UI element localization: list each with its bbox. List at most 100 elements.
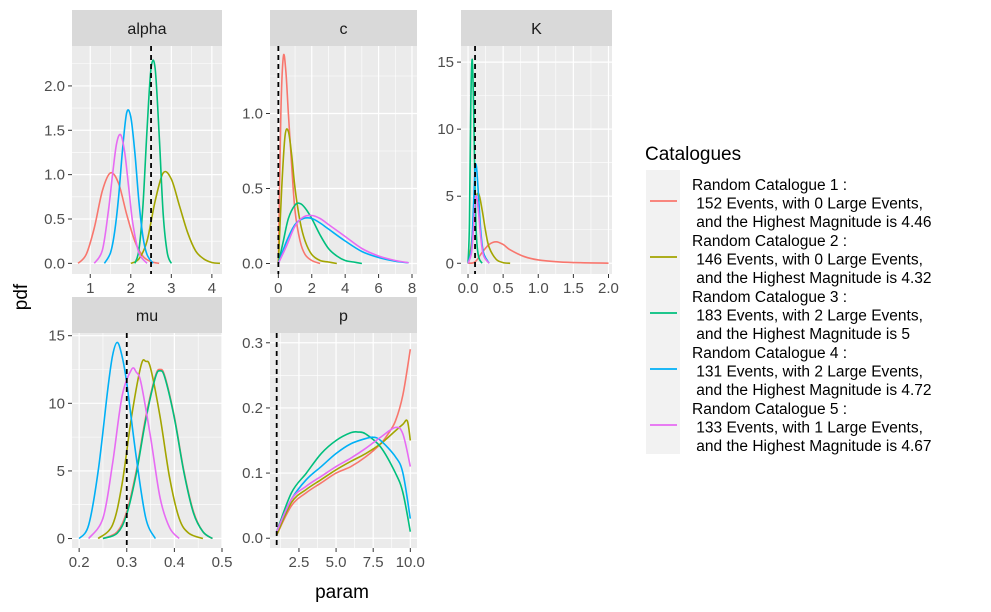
x-tick-label: 2.0 [598, 280, 619, 297]
x-tick-label: 0.5 [212, 554, 233, 571]
series-line-2 [97, 358, 204, 540]
series-line-1 [77, 171, 160, 265]
panel-background [461, 46, 612, 274]
panel-background [72, 333, 222, 548]
x-tick-label: 4 [208, 280, 216, 297]
facet-strip [270, 297, 417, 333]
panel-background [72, 46, 222, 274]
series-line-4 [78, 341, 157, 540]
series-line-2 [275, 419, 412, 536]
legend-label-line: Random Catalogue 5 : [692, 401, 847, 418]
y-tick-label: 0.1 [242, 465, 263, 482]
legend-item-4: Random Catalogue 4 : 131 Events, with 2 … [650, 345, 932, 399]
legend-label-line: 146 Events, with 0 Large Events, [692, 252, 923, 269]
legend-label-line: 152 Events, with 0 Large Events, [692, 196, 923, 213]
legend-label-line: and the Highest Magnitude is 4.72 [692, 382, 932, 399]
x-tick-label: 1.5 [563, 280, 584, 297]
facet-strip-label: p [339, 308, 348, 325]
facet-p: p 2.5 5.0 7.5 10.0 0.0 0.1 0.2 0.3 [242, 297, 425, 571]
legend: Catalogues Random Catalogue 1 : 152 Even… [645, 144, 932, 455]
y-tick-label: 1.0 [242, 106, 263, 123]
series-line-5 [277, 214, 409, 264]
x-tick-label: 2 [127, 280, 135, 297]
series-line-1 [275, 349, 412, 536]
y-tick-label: 0.0 [44, 255, 65, 272]
y-tick-label: 10 [437, 121, 454, 138]
facet-strip-label: c [340, 21, 348, 38]
x-tick-label: 0.2 [69, 554, 90, 571]
facet-strip [270, 10, 417, 46]
legend-label-line: Random Catalogue 4 : [692, 345, 847, 362]
x-tick-label: 4 [341, 280, 349, 297]
x-tick-label: 10.0 [396, 554, 425, 571]
facet-mu: mu 0.2 0.3 0.4 0.5 0 5 10 15 [48, 297, 232, 571]
y-tick-label: 0.3 [242, 335, 263, 352]
facet-strip-label: alpha [127, 21, 166, 38]
y-tick-label: 0 [57, 531, 65, 548]
facet-c: c 0 2 4 6 8 0.0 0.5 1.0 [242, 10, 417, 297]
x-tick-label: 0.0 [458, 280, 479, 297]
y-tick-label: 0.5 [242, 181, 263, 198]
y-tick-label: 0 [446, 255, 454, 272]
x-tick-label: 1 [86, 280, 94, 297]
legend-label-line: Random Catalogue 2 : [692, 233, 847, 250]
series-line-4 [277, 217, 409, 264]
legend-title: Catalogues [645, 144, 741, 165]
x-tick-label: 0.5 [493, 280, 514, 297]
y-tick-label: 0.0 [242, 530, 263, 547]
y-axis-title: pdf [11, 283, 32, 310]
legend-label-line: Random Catalogue 3 : [692, 289, 847, 306]
legend-label-line: 183 Events, with 2 Large Events, [692, 308, 923, 325]
x-tick-label: 0.3 [116, 554, 137, 571]
x-tick-label: 1.0 [528, 280, 549, 297]
series-line-5 [467, 194, 490, 264]
x-tick-label: 6 [374, 280, 382, 297]
y-tick-label: 15 [48, 328, 65, 345]
x-tick-label: 0 [274, 280, 282, 297]
x-tick-label: 3 [167, 280, 175, 297]
legend-label-line: 133 Events, with 1 Large Events, [692, 420, 923, 437]
legend-item-3: Random Catalogue 3 : 183 Events, with 2 … [650, 289, 923, 343]
facet-strip-label: mu [136, 308, 158, 325]
legend-label-line: Random Catalogue 1 : [692, 177, 847, 194]
y-tick-label: 0.2 [242, 400, 263, 417]
legend-label-line: 131 Events, with 2 Large Events, [692, 364, 923, 381]
x-tick-label: 0.4 [164, 554, 185, 571]
y-tick-label: 5 [446, 188, 454, 205]
x-axis-title: param [315, 582, 369, 603]
facet-strip [72, 10, 222, 46]
series-line-5 [88, 367, 180, 540]
x-tick-label: 8 [408, 280, 416, 297]
y-tick-label: 1.5 [44, 122, 65, 139]
legend-label-line: and the Highest Magnitude is 5 [692, 326, 910, 343]
y-tick-label: 5 [57, 463, 65, 480]
x-tick-label: 7.5 [363, 554, 384, 571]
y-tick-label: 2.0 [44, 78, 65, 95]
series-line-3 [467, 58, 483, 264]
series-line-5 [275, 426, 412, 533]
facet-strip-label: K [531, 21, 542, 38]
y-tick-label: 10 [48, 395, 65, 412]
legend-label-line: and the Highest Magnitude is 4.46 [692, 214, 932, 231]
series-line-4 [275, 436, 412, 533]
facet-alpha: alpha 1 2 3 4 0.0 0.5 1.0 1.5 2.0 [44, 10, 222, 297]
legend-item-1: Random Catalogue 1 : 152 Events, with 0 … [650, 177, 932, 231]
series-line-3 [275, 430, 412, 532]
facet-strip [461, 10, 612, 46]
legend-label-line: and the Highest Magnitude is 4.67 [692, 438, 932, 455]
x-tick-label: 5.0 [326, 554, 347, 571]
x-tick-label: 2.5 [289, 554, 310, 571]
series-line-2 [130, 170, 221, 265]
y-tick-label: 1.0 [44, 167, 65, 184]
y-tick-label: 15 [437, 54, 454, 71]
y-tick-label: 0.0 [242, 256, 263, 273]
series-line-4 [103, 109, 154, 264]
facet-K: K 0.0 0.5 1.0 1.5 2.0 0 5 10 15 [437, 10, 619, 297]
legend-label-line: and the Highest Magnitude is 4.32 [692, 270, 932, 287]
series-line-5 [93, 133, 148, 264]
legend-item-2: Random Catalogue 2 : 146 Events, with 0 … [650, 233, 932, 287]
legend-item-5: Random Catalogue 5 : 133 Events, with 1 … [650, 401, 932, 455]
facet-strip [72, 297, 222, 333]
